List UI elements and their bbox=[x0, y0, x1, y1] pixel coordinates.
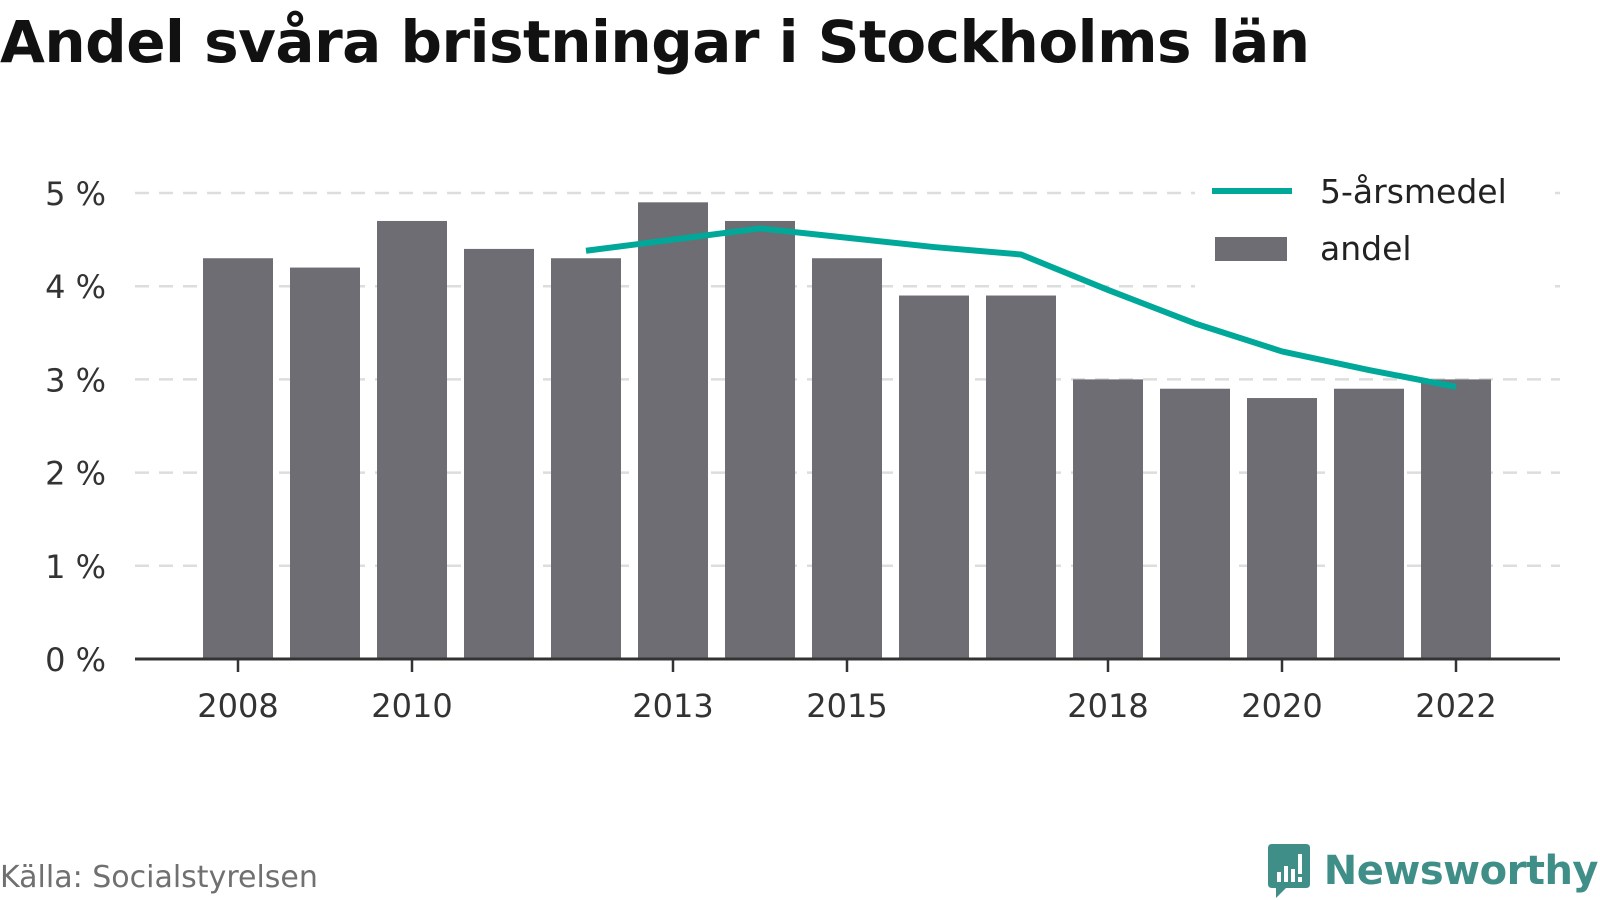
bar bbox=[638, 202, 708, 659]
y-tick-label: 4 % bbox=[45, 268, 106, 306]
y-tick-label: 1 % bbox=[45, 548, 106, 586]
brand-logo: Newsworthy bbox=[1266, 844, 1599, 898]
y-axis-ticks: 0 % 1 % 2 % 3 % 4 % 5 % bbox=[45, 175, 106, 679]
line-series bbox=[585, 225, 1457, 390]
bar bbox=[812, 258, 882, 659]
x-tick-label: 2020 bbox=[1241, 687, 1322, 725]
bar bbox=[464, 248, 534, 660]
bar bbox=[1160, 388, 1230, 659]
x-tick-label: 2022 bbox=[1415, 687, 1496, 725]
legend-bar-swatch bbox=[1215, 237, 1287, 261]
x-tick-label: 2008 bbox=[197, 687, 278, 725]
chart-title: Andel svåra bristningar i Stockholms län bbox=[0, 8, 1310, 76]
bar bbox=[1073, 379, 1143, 659]
bar bbox=[986, 295, 1056, 659]
legend-label-5-year-average: 5-årsmedel bbox=[1320, 172, 1507, 211]
brand-name: Newsworthy bbox=[1323, 848, 1599, 894]
bar bbox=[551, 258, 621, 659]
source-note: Källa: Socialstyrelsen bbox=[0, 860, 318, 895]
x-tick-label: 2010 bbox=[371, 687, 452, 725]
bar bbox=[1247, 398, 1317, 659]
x-tick-label: 2018 bbox=[1067, 687, 1148, 725]
x-tick-label: 2015 bbox=[806, 687, 887, 725]
x-axis-ticks: 2008 2010 2013 2015 2018 2020 2022 bbox=[197, 659, 1497, 725]
y-tick-label: 3 % bbox=[45, 361, 106, 399]
bar bbox=[377, 220, 447, 659]
newsworthy-logo-icon bbox=[1267, 844, 1310, 898]
bars bbox=[203, 202, 1491, 660]
five-year-average-line bbox=[585, 225, 1457, 390]
y-tick-label: 2 % bbox=[45, 455, 106, 493]
bar bbox=[899, 295, 969, 659]
bar bbox=[203, 258, 273, 659]
bar bbox=[725, 220, 795, 659]
legend-label-andel: andel bbox=[1320, 229, 1412, 268]
y-tick-label: 0 % bbox=[45, 641, 106, 679]
bar bbox=[290, 267, 360, 659]
legend: 5-årsmedel andel bbox=[1195, 166, 1555, 292]
x-tick-label: 2013 bbox=[632, 687, 713, 725]
y-tick-label: 5 % bbox=[45, 175, 106, 213]
bar bbox=[1334, 388, 1404, 659]
legend-background bbox=[1195, 166, 1555, 292]
bar bbox=[1421, 379, 1491, 659]
